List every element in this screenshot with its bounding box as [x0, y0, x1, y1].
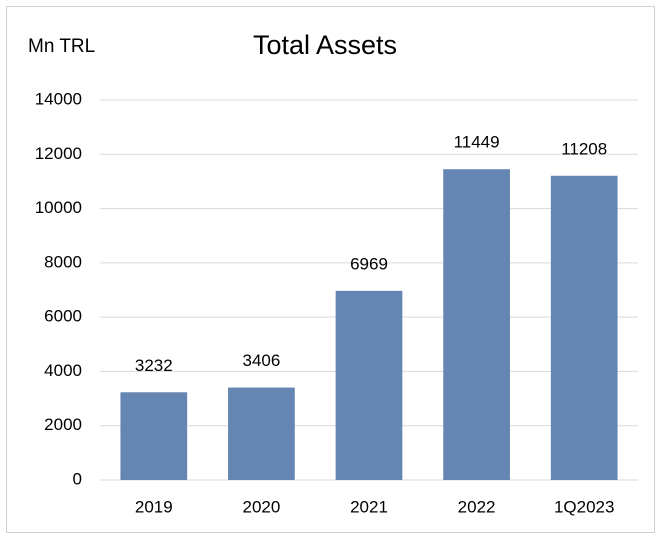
y-tick-label: 10000 — [35, 198, 82, 217]
x-tick-label: 2019 — [135, 497, 173, 516]
y-tick-label: 2000 — [44, 415, 82, 434]
x-tick-label: 1Q2023 — [554, 497, 615, 516]
chart-title: Total Assets — [253, 30, 397, 60]
bar — [228, 387, 295, 480]
bar — [443, 169, 510, 480]
x-tick-label: 2021 — [350, 497, 388, 516]
y-tick-label: 6000 — [44, 307, 82, 326]
x-tick-label: 2020 — [242, 497, 280, 516]
data-label: 11208 — [561, 139, 607, 158]
y-tick-label: 0 — [73, 469, 82, 488]
data-label: 6969 — [350, 254, 388, 273]
data-label: 3232 — [135, 356, 173, 375]
y-axis-label: Mn TRL — [28, 36, 95, 57]
bar — [120, 392, 188, 480]
chart-border — [6, 6, 655, 533]
y-tick-label: 4000 — [44, 361, 82, 380]
y-tick-label: 12000 — [35, 144, 82, 163]
bar — [335, 290, 403, 480]
bar — [550, 175, 618, 481]
x-tick-label: 2022 — [458, 497, 496, 516]
y-tick-label: 14000 — [35, 89, 82, 108]
y-tick-label: 8000 — [44, 252, 82, 271]
data-label: 3406 — [242, 351, 280, 370]
data-label: 11449 — [454, 133, 500, 152]
